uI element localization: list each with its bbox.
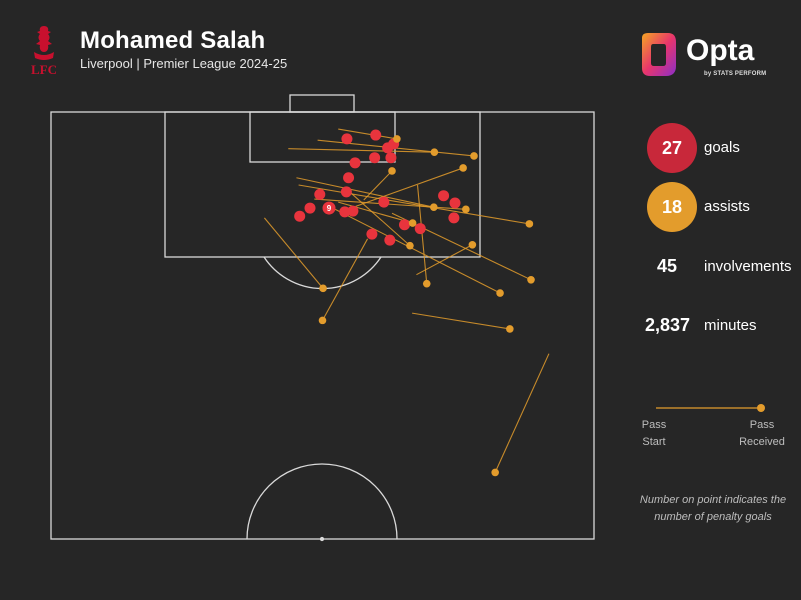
assist-pass-line bbox=[296, 177, 434, 208]
assist-pass-line bbox=[263, 217, 324, 289]
goal-point bbox=[384, 234, 396, 246]
centre-spot bbox=[319, 536, 325, 542]
assist-pass-line bbox=[345, 188, 411, 247]
penalty-arc bbox=[263, 256, 382, 290]
assist-received-point bbox=[506, 325, 514, 333]
goal-point bbox=[340, 186, 352, 198]
goals-label: goals bbox=[704, 139, 740, 156]
page-title: Mohamed Salah bbox=[80, 27, 266, 54]
opta-wordmark: Opta bbox=[686, 34, 755, 67]
opta-tagline: by STATS PERFORM bbox=[704, 71, 767, 77]
goal-point bbox=[349, 157, 361, 169]
penalty-note: Number on point indicates the number of … bbox=[639, 494, 787, 523]
minutes-label: minutes bbox=[704, 317, 757, 334]
goal-point bbox=[370, 129, 382, 141]
legend-pass-end-dot bbox=[757, 404, 765, 412]
legend-pass-received: Pass Received bbox=[739, 419, 785, 448]
assist-pass-line bbox=[322, 238, 369, 321]
goal-point bbox=[343, 172, 355, 184]
goal-point bbox=[314, 188, 326, 200]
assist-pass-line bbox=[355, 167, 464, 207]
assist-pass-line bbox=[288, 148, 435, 153]
assist-received-point bbox=[408, 219, 417, 227]
assist-received-point bbox=[462, 205, 470, 214]
involvements-value: 45 bbox=[657, 256, 678, 276]
goal-point bbox=[369, 152, 381, 164]
goal-point bbox=[438, 190, 450, 202]
assist-received-point bbox=[525, 220, 534, 228]
goal-point bbox=[378, 196, 390, 208]
goal-point bbox=[449, 197, 461, 209]
goal-point bbox=[366, 228, 378, 240]
opta-logo-icon bbox=[642, 33, 676, 76]
goal-frame bbox=[289, 94, 355, 113]
assist-received-point bbox=[459, 164, 467, 172]
goal-point bbox=[294, 210, 306, 222]
goal-point bbox=[304, 202, 316, 214]
assists-label: assists bbox=[704, 198, 750, 215]
penalty-goal-point bbox=[322, 201, 336, 215]
legend-pass-start: Pass Start bbox=[641, 419, 667, 448]
assist-pass-line bbox=[338, 128, 397, 140]
goal-point bbox=[382, 142, 394, 154]
assist-pass-line bbox=[363, 170, 393, 201]
assist-received-point bbox=[491, 468, 499, 477]
goal-point bbox=[414, 223, 426, 235]
assist-pass-line bbox=[338, 201, 413, 224]
crest-text: LFC bbox=[31, 62, 57, 77]
assist-pass-line bbox=[494, 353, 550, 473]
liverpool-crest-icon: LFC bbox=[31, 26, 57, 77]
assist-received-point bbox=[319, 284, 327, 293]
centre-circle bbox=[246, 463, 398, 540]
assist-received-point bbox=[318, 316, 327, 325]
goal-point bbox=[347, 205, 359, 217]
assist-received-point bbox=[393, 135, 401, 143]
goal-point bbox=[385, 152, 397, 164]
assist-received-point bbox=[388, 167, 396, 175]
assist-received-point bbox=[422, 279, 431, 288]
goal-point bbox=[398, 219, 410, 231]
goal-point bbox=[341, 133, 353, 145]
pass-legend-line bbox=[656, 404, 765, 412]
assist-received-point bbox=[430, 148, 439, 156]
assist-pass-line bbox=[332, 207, 501, 294]
assist-received-point bbox=[406, 241, 414, 250]
goal-point bbox=[448, 212, 460, 224]
assist-pass-line bbox=[412, 312, 510, 330]
page-subtitle: Liverpool | Premier League 2024-25 bbox=[80, 56, 288, 71]
minutes-value: 2,837 bbox=[645, 315, 691, 335]
penalty-count-label: 9 bbox=[327, 204, 332, 213]
penalty-box bbox=[164, 111, 481, 258]
assist-pass-line bbox=[298, 184, 530, 225]
involvements-label: involvements bbox=[704, 258, 792, 275]
assists-badge: 18 bbox=[647, 182, 697, 232]
assist-pass-line bbox=[314, 198, 466, 210]
goal-point bbox=[339, 206, 351, 218]
pitch-boundary bbox=[50, 111, 595, 540]
goals-badge: 27 bbox=[647, 123, 697, 173]
assist-received-point bbox=[470, 152, 478, 160]
assist-received-point bbox=[468, 240, 477, 249]
assist-pass-line bbox=[416, 184, 428, 284]
assist-received-point bbox=[496, 289, 504, 297]
assist-received-point bbox=[527, 276, 535, 284]
assist-pass-line bbox=[416, 244, 473, 276]
assist-received-point bbox=[430, 203, 438, 212]
